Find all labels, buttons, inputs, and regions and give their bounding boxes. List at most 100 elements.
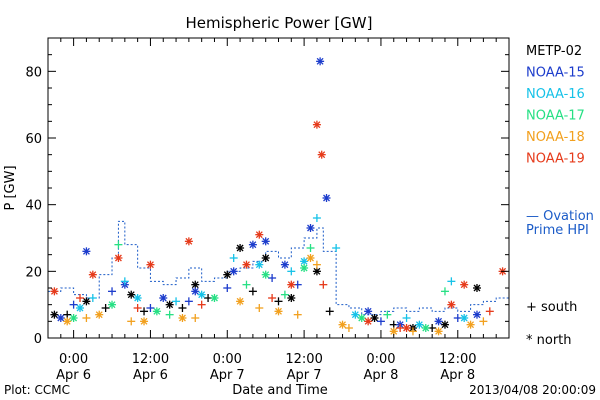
north-point-marker bbox=[389, 327, 398, 336]
north-point-marker bbox=[229, 267, 238, 276]
south-point-marker bbox=[108, 287, 117, 296]
south-point-marker bbox=[242, 280, 251, 289]
marker-stroke bbox=[191, 287, 199, 295]
legend-satellite-entry: NOAA-15 bbox=[526, 66, 585, 81]
north-point-marker bbox=[440, 320, 449, 329]
x-tick-label-date: Apr 6 bbox=[56, 368, 91, 383]
south-point-marker bbox=[114, 240, 123, 249]
marker-stroke bbox=[318, 151, 326, 159]
south-point-marker bbox=[280, 290, 289, 299]
marker-stroke bbox=[316, 57, 324, 65]
x-tick-label-time: 12:00 bbox=[439, 352, 476, 367]
south-point-marker bbox=[120, 277, 129, 286]
legend-satellite-entry: NOAA-16 bbox=[526, 87, 585, 102]
marker-stroke bbox=[82, 247, 90, 255]
north-point-marker bbox=[191, 287, 200, 296]
x-tick-label-date: Apr 8 bbox=[440, 368, 475, 383]
marker-stroke bbox=[178, 314, 186, 322]
marker-stroke bbox=[287, 294, 295, 302]
south-point-marker bbox=[172, 297, 181, 306]
north-point-marker bbox=[140, 317, 149, 326]
marker-stroke bbox=[460, 281, 468, 289]
north-point-marker bbox=[421, 324, 430, 332]
north-point-marker bbox=[261, 254, 270, 262]
marker-stroke bbox=[249, 241, 257, 249]
north-point-marker bbox=[434, 317, 443, 326]
x-tick-label-time: 12:00 bbox=[132, 352, 169, 367]
north-point-marker bbox=[338, 320, 347, 329]
south-point-marker bbox=[440, 287, 449, 296]
south-point-marker bbox=[101, 304, 110, 312]
north-point-marker bbox=[466, 320, 475, 329]
marker-stroke bbox=[134, 294, 142, 302]
marker-stroke bbox=[307, 254, 314, 262]
north-point-marker bbox=[178, 314, 187, 322]
marker-stroke bbox=[313, 121, 321, 129]
data-points-layer bbox=[50, 57, 507, 336]
marker-stroke bbox=[323, 194, 330, 202]
south-point-marker bbox=[165, 310, 174, 319]
north-point-marker bbox=[236, 244, 245, 252]
x-tick-label-date: Apr 7 bbox=[210, 368, 245, 383]
north-point-marker bbox=[280, 260, 289, 269]
marker-stroke bbox=[236, 297, 244, 305]
marker-stroke bbox=[460, 314, 468, 322]
south-point-marker bbox=[184, 297, 193, 306]
marker-stroke bbox=[390, 327, 398, 335]
legend-satellite-entry: METP-02 bbox=[526, 44, 582, 59]
south-point-marker bbox=[293, 310, 302, 319]
south-point-marker bbox=[63, 310, 72, 319]
north-point-marker bbox=[415, 320, 424, 329]
marker-stroke bbox=[300, 264, 308, 272]
x-tick-label-time: 0:00 bbox=[366, 352, 395, 367]
north-point-marker bbox=[351, 310, 360, 319]
north-point-marker bbox=[95, 310, 104, 319]
south-point-marker bbox=[82, 314, 91, 322]
north-point-marker bbox=[210, 294, 219, 302]
marker-stroke bbox=[166, 301, 174, 309]
north-point-marker bbox=[223, 270, 232, 279]
south-point-marker bbox=[127, 317, 136, 326]
north-point-marker bbox=[460, 280, 469, 289]
marker-stroke bbox=[262, 254, 270, 262]
south-point-marker bbox=[197, 300, 206, 309]
y-tick-label: 60 bbox=[25, 132, 42, 147]
plot-frame bbox=[47, 37, 510, 339]
north-point-marker bbox=[146, 260, 155, 269]
north-point-marker bbox=[165, 300, 174, 309]
x-tick-label-date: Apr 7 bbox=[287, 368, 322, 383]
marker-stroke bbox=[191, 281, 199, 289]
south-point-marker bbox=[146, 304, 155, 312]
marker-stroke bbox=[473, 284, 481, 292]
north-point-marker bbox=[300, 264, 309, 272]
north-point-marker bbox=[82, 247, 91, 256]
marker-stroke bbox=[467, 321, 475, 329]
north-point-marker bbox=[159, 294, 168, 302]
south-point-marker bbox=[408, 327, 417, 336]
south-point-marker bbox=[140, 307, 149, 316]
south-point-marker bbox=[325, 307, 334, 316]
north-point-marker bbox=[316, 57, 325, 66]
marker-stroke bbox=[447, 301, 455, 309]
y-tick-label: 80 bbox=[25, 65, 42, 80]
south-point-marker bbox=[376, 317, 385, 326]
marker-stroke bbox=[287, 281, 295, 289]
south-point-marker bbox=[485, 307, 494, 316]
south-point-marker bbox=[229, 254, 238, 262]
marker-stroke bbox=[153, 307, 161, 315]
marker-stroke bbox=[82, 297, 90, 305]
north-point-marker bbox=[472, 310, 481, 319]
marker-stroke bbox=[243, 261, 250, 269]
north-point-marker bbox=[127, 290, 136, 299]
legend-satellite-entry: NOAA-18 bbox=[526, 130, 585, 145]
north-point-marker bbox=[255, 260, 264, 269]
y-tick-label: 0 bbox=[34, 332, 42, 347]
north-point-marker bbox=[50, 287, 59, 296]
marker-stroke bbox=[435, 317, 443, 325]
south-point-marker bbox=[268, 274, 277, 282]
north-point-marker bbox=[56, 314, 65, 322]
south-point-marker bbox=[133, 304, 142, 312]
north-point-marker bbox=[108, 300, 117, 309]
y-axis-label: P [GW] bbox=[3, 165, 18, 210]
